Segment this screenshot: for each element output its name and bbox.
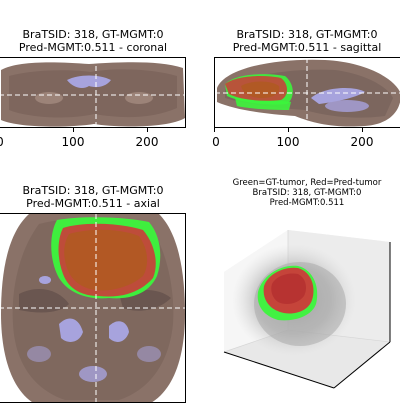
axial-image: [0, 214, 185, 402]
sagittal-axes: [214, 57, 400, 128]
axial-title-line1: BraTSID: 318, GT-MGMT:0: [22, 184, 164, 197]
volume3d-title-line1: Green=GT-tumor, Red=Pred-tumor: [232, 178, 382, 188]
sagittal-xticklabel-0: 0: [212, 135, 220, 149]
sagittal-image: [215, 58, 400, 127]
coronal-title-line1: BraTSID: 318, GT-MGMT:0: [22, 28, 164, 41]
coronal-xticklabel-0: 0: [0, 135, 4, 149]
sagittal-xtick-100: [288, 128, 289, 132]
axial-title-line2: Pred-MGMT:0.511 - axial: [26, 197, 160, 210]
sagittal-title-line2: Pred-MGMT:0.511 - sagittal: [232, 41, 382, 54]
coronal-title: BraTSID: 318, GT-MGMT:0 Pred-MGMT:0.511 …: [0, 28, 186, 54]
sagittal-xticklabel-100: 100: [276, 135, 300, 149]
coronal-xticklabel-100: 100: [61, 135, 85, 149]
volume3d-title-line3: Pred-MGMT:0.511: [269, 198, 345, 208]
sagittal-title-line1: BraTSID: 318, GT-MGMT:0: [236, 28, 378, 41]
coronal-image: [0, 58, 185, 127]
volume3d-plot: [223, 230, 391, 389]
coronal-axes: [0, 57, 186, 128]
sagittal-xtick-200: [362, 128, 363, 132]
coronal-title-line2: Pred-MGMT:0.511 - coronal: [18, 41, 168, 54]
coronal-xtick-100: [73, 128, 74, 132]
axial-axes: [0, 213, 186, 403]
coronal-xticklabel-200: 200: [135, 135, 159, 149]
sagittal-title: BraTSID: 318, GT-MGMT:0 Pred-MGMT:0.511 …: [214, 28, 400, 54]
sagittal-xticklabel-200: 200: [350, 135, 374, 149]
volume3d-title-line2: BraTSID: 318, GT-MGMT:0: [252, 188, 362, 198]
axial-title: BraTSID: 318, GT-MGMT:0 Pred-MGMT:0.511 …: [0, 184, 186, 210]
volume3d-title: Green=GT-tumor, Red=Pred-tumor BraTSID: …: [214, 178, 400, 208]
sagittal-xtick-0: [214, 128, 215, 132]
coronal-xtick-200: [147, 128, 148, 132]
